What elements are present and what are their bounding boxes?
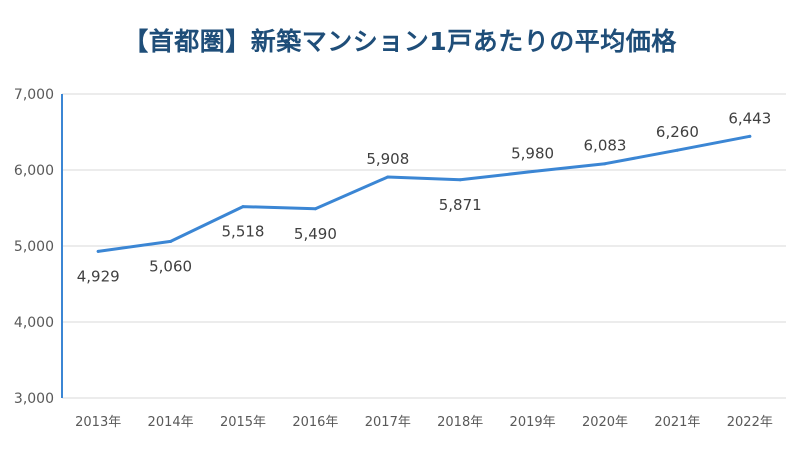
y-tick-label: 4,000 bbox=[14, 315, 54, 331]
data-point bbox=[748, 134, 752, 138]
x-tick-label: 2020年 bbox=[582, 415, 628, 430]
data-point bbox=[313, 207, 317, 211]
x-tick-label: 2017年 bbox=[365, 415, 411, 430]
data-point bbox=[603, 162, 607, 166]
x-tick-label: 2022年 bbox=[727, 415, 773, 430]
y-tick-label: 3,000 bbox=[14, 391, 54, 407]
data-label: 5,490 bbox=[294, 225, 337, 243]
x-tick-label: 2015年 bbox=[220, 415, 266, 430]
data-point bbox=[386, 175, 390, 179]
series-line bbox=[96, 134, 752, 253]
chart-title: 【首都圏】新築マンション1戸あたりの平均価格 bbox=[123, 27, 677, 56]
x-tick-label: 2014年 bbox=[148, 415, 194, 430]
data-point bbox=[458, 178, 462, 182]
data-label: 6,443 bbox=[728, 109, 771, 127]
data-label: 4,929 bbox=[77, 267, 120, 285]
data-label: 5,871 bbox=[439, 196, 482, 214]
x-tick-label: 2016年 bbox=[292, 415, 338, 430]
data-label: 5,980 bbox=[511, 145, 554, 163]
x-tick-label: 2013年 bbox=[75, 415, 121, 430]
data-label: 5,060 bbox=[149, 257, 192, 275]
y-tick-label: 6,000 bbox=[14, 163, 54, 179]
data-label: 5,908 bbox=[366, 150, 409, 168]
data-point bbox=[531, 170, 535, 174]
y-tick-label: 7,000 bbox=[14, 87, 54, 103]
data-label: 6,083 bbox=[584, 137, 627, 155]
y-tick-label: 5,000 bbox=[14, 239, 54, 255]
x-tick-label: 2018年 bbox=[437, 415, 483, 430]
data-point bbox=[241, 205, 245, 209]
data-point bbox=[96, 249, 100, 253]
data-point bbox=[675, 148, 679, 152]
data-label: 6,260 bbox=[656, 123, 699, 141]
data-point bbox=[169, 239, 173, 243]
x-tick-label: 2019年 bbox=[510, 415, 556, 430]
x-tick-label: 2021年 bbox=[654, 415, 700, 430]
data-label: 5,518 bbox=[222, 223, 265, 241]
